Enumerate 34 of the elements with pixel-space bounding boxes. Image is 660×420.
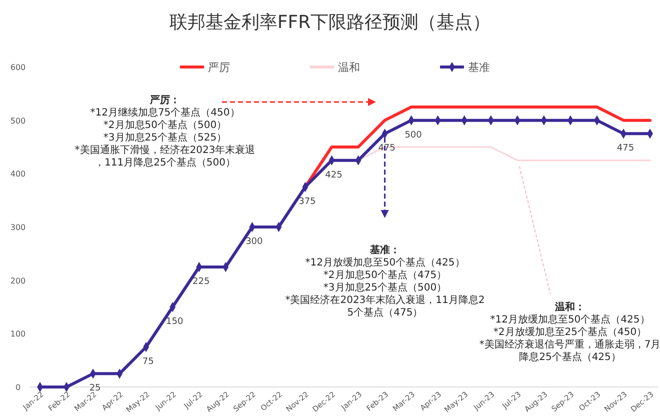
legend-label: 基准 (468, 61, 490, 74)
annotation: *2月加息50个基点（500） (103, 119, 227, 131)
annotation: *美国经济衰退信号严重，通胀走弱，7月降息25个基点（425） (479, 338, 660, 363)
legend-label: 严厉 (208, 61, 230, 74)
annotation: *12月放缓加息至50个基点（425） (490, 314, 650, 326)
annotation: *2月加息50个基点（475） (323, 269, 447, 281)
annotation: *12月放缓加息至50个基点（425） (305, 256, 465, 268)
y-tick-label: 600 (10, 63, 26, 72)
y-tick-label: 300 (10, 223, 26, 232)
data-label: 475 (378, 144, 396, 154)
y-tick-label: 0 (15, 383, 21, 392)
data-label: 150 (166, 317, 184, 327)
data-label: 75 (142, 357, 154, 367)
data-label: 300 (246, 237, 264, 247)
data-label: 475 (616, 144, 634, 154)
annotation: *2月放缓加息至25个基点（450） (493, 326, 647, 338)
data-label: 225 (192, 277, 210, 287)
legend-label: 温和 (338, 61, 360, 74)
annotation: 温和： (554, 301, 585, 313)
data-label: 425 (325, 170, 342, 180)
y-tick-label: 200 (10, 276, 26, 286)
y-tick-label: 100 (10, 330, 26, 339)
annotation: *3月加息25个基点（525） (103, 132, 227, 144)
chart-title: 联邦基金利率FFR下限路径预测（基点） (169, 12, 491, 33)
data-label: 375 (298, 197, 316, 207)
data-label: 500 (404, 130, 422, 140)
annotation: 严厉： (149, 95, 180, 106)
annotation: *3月加息25个基点（500） (323, 282, 447, 294)
annotation: 基准： (369, 244, 400, 256)
annotation: *美国通胀下滑慢，经济在2023年末衰退，111月降息25个基点（500） (74, 144, 256, 168)
annotation: *美国经济在2023年末陷入衰退，11月降息25个基点（475） (285, 294, 485, 318)
y-tick-label: 400 (10, 170, 26, 179)
y-tick-label: 500 (10, 116, 26, 126)
annotation: *12月继续加息75个基点（450） (90, 106, 240, 118)
